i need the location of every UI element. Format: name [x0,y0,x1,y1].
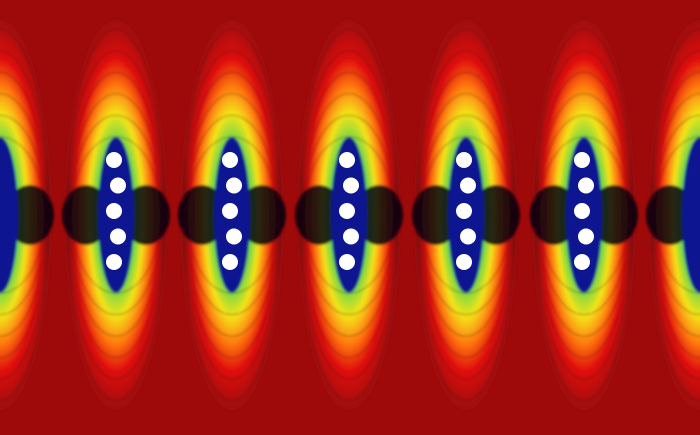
dark-core [530,185,578,245]
blue-column [0,137,18,293]
white-dot [110,228,126,245]
dark-core [62,185,110,245]
dark-core [412,185,460,245]
white-dot [460,177,476,194]
white-dot [226,228,242,245]
white-dot [578,228,594,245]
white-dot [343,228,359,245]
dark-core [238,185,286,245]
dark-core [646,185,694,245]
white-dot [578,177,594,194]
white-dot [574,152,590,168]
white-dot [222,152,238,168]
white-dot [222,254,238,270]
white-dot [222,203,238,219]
white-dot [460,228,476,245]
white-dot [110,177,126,194]
white-dot [339,203,355,219]
white-dot [226,177,242,194]
white-dot [339,152,355,168]
white-dot [456,152,472,168]
dark-core [122,185,170,245]
white-dot [106,152,122,168]
field-lobe [646,20,700,410]
blue-column [682,137,700,293]
white-dot [456,254,472,270]
white-dot [574,254,590,270]
white-dot [343,177,359,194]
dark-core [590,185,638,245]
dark-core [472,185,520,245]
white-dot [456,203,472,219]
white-dot [106,203,122,219]
dark-core [295,185,343,245]
field-lobe [0,20,54,410]
white-dot [339,254,355,270]
white-dot [574,203,590,219]
dark-core [355,185,403,245]
white-dot [106,254,122,270]
dot-group [106,152,594,270]
dark-core [178,185,226,245]
dark-core [6,185,54,245]
